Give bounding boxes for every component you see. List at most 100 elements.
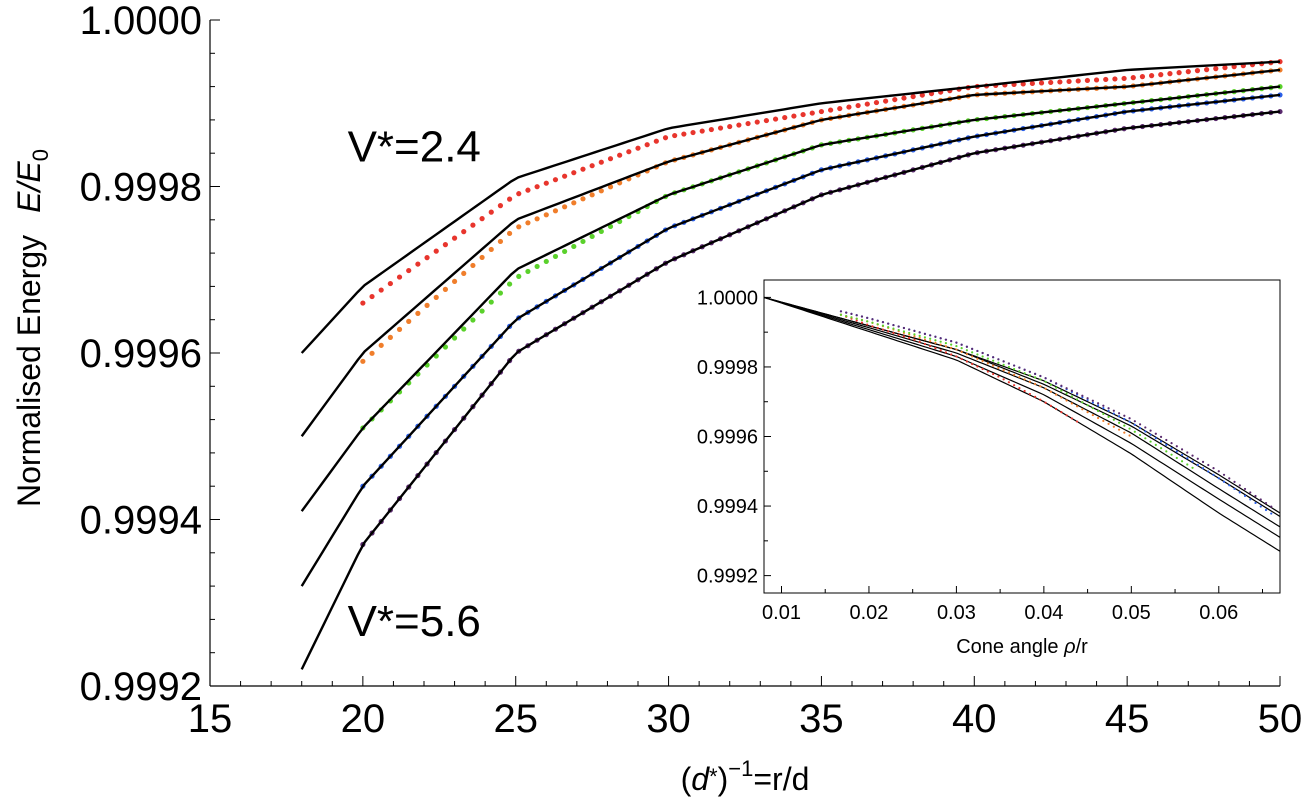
inset-data-point <box>960 347 963 350</box>
inset-data-point <box>1186 463 1189 466</box>
inset-data-point <box>1049 404 1052 407</box>
y-tick-label-0-9998: 0.9998 <box>80 166 202 210</box>
data-point <box>543 258 549 265</box>
inset-data-point <box>1102 412 1105 416</box>
inset-data-point <box>1196 463 1199 466</box>
x-tick-label-50: 50 <box>1258 697 1303 741</box>
inset-data-point <box>1081 401 1084 404</box>
data-point <box>1185 69 1191 75</box>
inset-data-point <box>913 333 916 336</box>
inset-data-point <box>1217 470 1220 473</box>
inset-data-point <box>934 341 937 344</box>
data-point <box>543 180 549 186</box>
inset-data-point <box>839 313 843 316</box>
inset-data-point <box>918 331 921 334</box>
xlabel-rest: =r/d <box>753 761 809 797</box>
data-point <box>488 299 494 305</box>
inset-data-point <box>1096 416 1100 420</box>
inset-data-point <box>1028 380 1031 383</box>
data-point <box>461 270 467 277</box>
inset-data-point <box>1228 484 1231 487</box>
inset-data-point <box>1081 396 1084 399</box>
inset-data-point <box>1270 512 1273 515</box>
inset-data-point <box>918 334 921 337</box>
x-tick-label-40: 40 <box>952 697 997 741</box>
inset-data-point <box>1028 374 1031 377</box>
inset-data-point <box>871 325 874 328</box>
data-point <box>552 253 559 260</box>
data-point <box>1204 67 1210 73</box>
inset-data-point <box>955 348 958 351</box>
inset-data-point <box>1264 501 1268 505</box>
data-point <box>1167 71 1173 77</box>
inset-data-point <box>1144 437 1147 440</box>
inset-data-point <box>887 322 890 325</box>
data-point <box>562 248 568 255</box>
data-point <box>516 273 522 280</box>
inset-data-point <box>1096 409 1100 413</box>
inset-data-point <box>1159 440 1163 443</box>
data-point <box>681 131 687 137</box>
inset-data-point <box>1065 399 1068 402</box>
inset-data-point <box>892 327 895 330</box>
inset-data-point <box>1060 389 1063 392</box>
xlabel-star: * <box>709 764 718 789</box>
data-point <box>1093 77 1100 83</box>
data-point <box>497 203 504 209</box>
inset-data-point <box>1154 432 1157 435</box>
data-point <box>1213 66 1219 72</box>
inset-data-point <box>1138 433 1142 437</box>
inset-data-point <box>1055 386 1058 389</box>
inset-data-point <box>1076 420 1079 423</box>
inset-data-point <box>1034 382 1037 386</box>
inset-data-point <box>1081 394 1084 397</box>
data-point <box>1048 79 1054 86</box>
data-point <box>424 255 430 261</box>
inset-data-point <box>1249 491 1252 494</box>
data-point <box>470 262 476 269</box>
data-point <box>690 129 696 136</box>
inset-data-point <box>1091 407 1094 410</box>
inset-x-tick-label-0-04: 0.04 <box>1024 602 1063 624</box>
data-point <box>424 302 430 308</box>
inset-data-point <box>1112 425 1115 428</box>
inset-data-point <box>1002 360 1005 363</box>
data-point <box>1158 72 1164 78</box>
ylabel-main: Normalised Energy <box>11 235 47 507</box>
fit-line <box>300 85 1281 512</box>
inset-data-point <box>934 347 937 350</box>
inset-data-point <box>923 342 927 346</box>
inset-data-point <box>1002 363 1005 366</box>
inset-data-point <box>976 365 979 368</box>
inset-data-point <box>1180 453 1184 456</box>
data-point <box>846 104 852 110</box>
inset-data-point <box>986 357 989 360</box>
inset-data-point <box>866 323 869 326</box>
data-point <box>580 196 586 202</box>
inset-data-point <box>1044 380 1047 383</box>
inset-data-point <box>1013 384 1016 387</box>
inset-data-point <box>1123 417 1126 421</box>
inset-data-point <box>992 356 995 359</box>
xlabel-close: ) <box>718 761 729 797</box>
data-point <box>1029 80 1035 87</box>
inset-data-point <box>1107 422 1110 425</box>
inset-data-point <box>971 347 974 350</box>
inset-data-point <box>1028 370 1031 373</box>
data-point <box>1038 80 1045 86</box>
inset-data-point <box>1175 450 1178 453</box>
inset-data-point <box>1259 505 1262 508</box>
inset-data-point <box>1191 466 1194 469</box>
inset-data-point <box>955 355 958 358</box>
inset-data-point <box>1096 404 1100 407</box>
data-point <box>1176 70 1182 76</box>
data-point <box>1130 75 1136 81</box>
inset-data-point <box>1007 362 1010 365</box>
data-point <box>607 184 614 190</box>
inset-y-tick-label-1-0000: 1.0000 <box>697 287 758 309</box>
inset-data-point <box>1123 414 1126 417</box>
inset-data-point <box>950 343 953 346</box>
y-tick-label-0-9996: 0.9996 <box>80 332 202 376</box>
annotation-v-5-6: V*=5.6 <box>348 597 481 646</box>
inset-data-point <box>908 328 911 331</box>
